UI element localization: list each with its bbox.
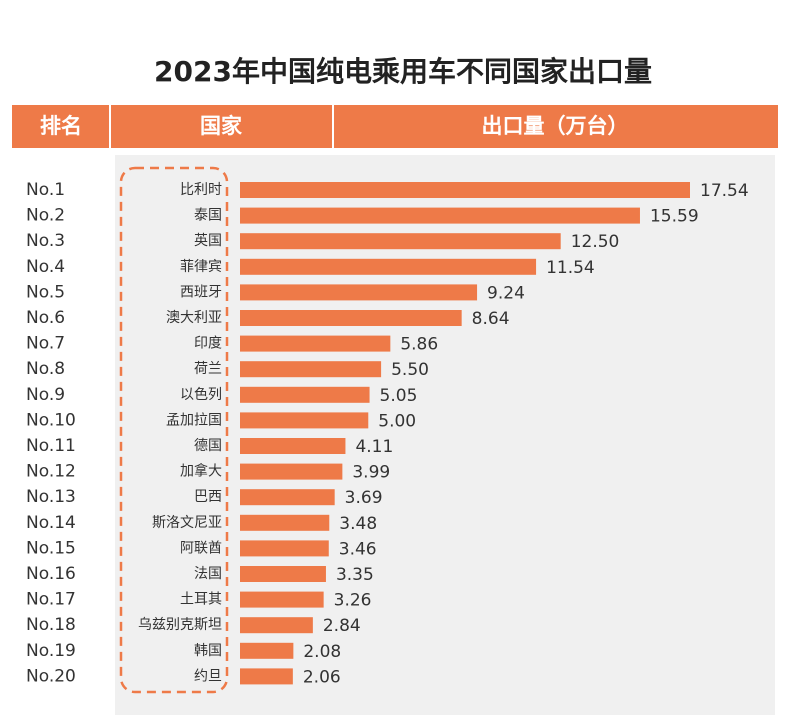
rank-label: No.5 [26, 282, 65, 302]
bar [240, 566, 326, 582]
rank-label: No.6 [26, 308, 65, 328]
rank-label: No.18 [26, 615, 76, 635]
bar [240, 233, 561, 250]
category-label: 比利时 [180, 182, 222, 198]
rank-label: No.10 [26, 410, 76, 430]
bar [240, 335, 391, 352]
bar [240, 540, 329, 557]
category-label: 阿联酋 [180, 539, 222, 556]
category-label: 荷兰 [194, 361, 222, 377]
value-label: 17.54 [700, 181, 749, 201]
bar [240, 642, 294, 659]
value-label: 11.54 [546, 258, 595, 278]
category-label: 土耳其 [180, 592, 222, 608]
chart-title: 2023年中国纯电乘用车不同国家出口量 [154, 55, 652, 88]
rank-label: No.7 [26, 334, 65, 354]
bar [240, 489, 335, 506]
bar [240, 361, 382, 378]
value-label: 9.24 [487, 283, 525, 303]
rank-label: No.11 [26, 436, 76, 456]
category-label: 巴西 [194, 489, 222, 505]
value-label: 3.46 [339, 539, 377, 559]
value-label: 15.59 [650, 207, 699, 227]
bar [240, 668, 293, 685]
value-label: 3.99 [352, 463, 390, 483]
category-label: 法国 [194, 566, 222, 582]
value-label: 5.50 [391, 360, 429, 380]
bar [240, 412, 369, 429]
value-label: 5.86 [400, 335, 438, 355]
highlight-box [119, 166, 229, 694]
value-label: 5.00 [378, 411, 416, 431]
value-label: 5.05 [380, 386, 418, 406]
bar [240, 617, 313, 634]
header-label: 国家 [200, 114, 243, 138]
rank-label: No.4 [26, 257, 65, 277]
category-label: 乌兹别克斯坦 [138, 617, 222, 633]
bar [240, 207, 640, 224]
header-label: 排名 [40, 114, 82, 138]
category-label: 约旦 [194, 668, 222, 684]
bar [240, 438, 346, 454]
category-label: 斯洛文尼亚 [152, 515, 222, 531]
bar [240, 386, 370, 403]
value-label: 3.26 [334, 591, 372, 611]
category-label: 英国 [194, 232, 222, 249]
rank-label: No.14 [26, 513, 76, 533]
rank-label: No.3 [26, 231, 65, 251]
category-label: 泰国 [194, 208, 222, 224]
rank-label: No.2 [26, 206, 65, 226]
rank-label: No.19 [26, 641, 76, 661]
value-label: 2.06 [303, 667, 341, 687]
bar [240, 284, 478, 301]
category-label: 孟加拉国 [166, 412, 222, 428]
category-label: 澳大利亚 [166, 310, 222, 326]
bar [240, 463, 343, 480]
rank-label: No.8 [26, 359, 65, 379]
category-label: 西班牙 [180, 284, 222, 300]
category-label: 加拿大 [180, 463, 222, 480]
rank-label: No.9 [26, 385, 65, 405]
value-label: 3.69 [345, 488, 383, 508]
rank-label: No.13 [26, 487, 76, 507]
value-label: 4.11 [355, 437, 393, 457]
category-label: 德国 [194, 438, 222, 454]
rank-label: No.20 [26, 666, 76, 686]
category-label: 印度 [194, 336, 222, 352]
bar [240, 514, 330, 531]
rank-label: No.16 [26, 564, 76, 584]
bar [240, 258, 537, 275]
value-label: 12.50 [571, 232, 620, 252]
bar [240, 182, 690, 198]
bar [240, 591, 324, 608]
rank-label: No.17 [26, 590, 76, 610]
value-label: 2.08 [303, 642, 341, 662]
value-label: 3.35 [336, 565, 374, 585]
category-label: 韩国 [194, 643, 222, 659]
value-label: 8.64 [472, 309, 510, 329]
rank-label: No.1 [26, 180, 65, 200]
rank-label: No.12 [26, 462, 76, 482]
category-label: 菲律宾 [180, 259, 222, 275]
category-label: 以色列 [180, 386, 222, 403]
header-bar [12, 105, 778, 148]
rank-label: No.15 [26, 538, 76, 558]
value-label: 3.48 [339, 514, 377, 534]
bar [240, 310, 462, 326]
header-label: 出口量（万台） [482, 114, 629, 138]
value-label: 2.84 [323, 616, 361, 636]
